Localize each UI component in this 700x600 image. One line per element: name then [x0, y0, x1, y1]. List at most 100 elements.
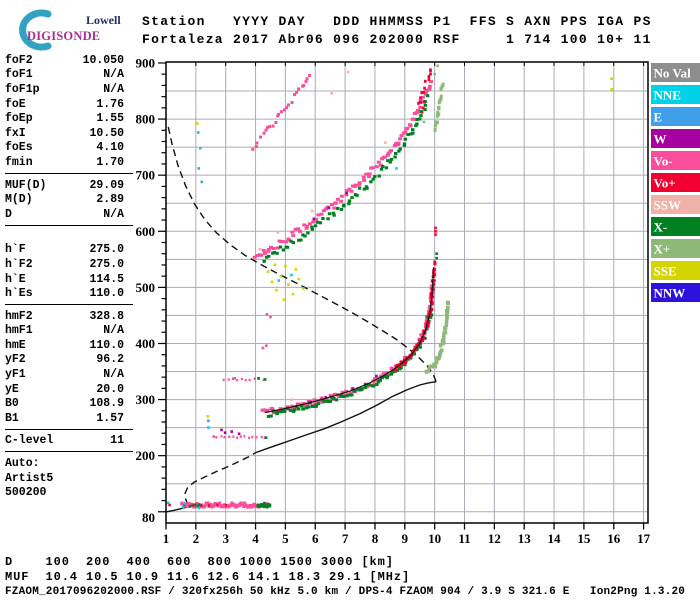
param-value: N/A: [103, 324, 124, 338]
echo-second-hop-x: [272, 251, 277, 254]
echo-second-hop-x: [414, 124, 418, 128]
echo-f-trace-x: [279, 410, 283, 414]
param-label: h`F2: [5, 257, 33, 271]
echo-f-trace-x: [316, 402, 321, 406]
param-label: h`E: [5, 272, 26, 286]
echo-f-trace-o: [312, 398, 317, 402]
param-row-he: h`E 114.5: [5, 272, 124, 287]
echo-speck-yellow: [297, 277, 301, 281]
x-tick-label: 2: [193, 531, 200, 546]
echo-es-layer-o: [206, 501, 210, 506]
echo-f-trace-o: [374, 378, 379, 382]
echo-speck-yellow: [206, 415, 210, 418]
param-row-yf1: yF1 N/A: [5, 367, 124, 382]
echo-f-trace-x: [269, 414, 273, 418]
y-tick-label: 800: [136, 112, 156, 127]
echo-speck-yellow: [275, 288, 278, 292]
echo-second-hop-o: [333, 201, 338, 205]
echo-f-trace-o: [324, 397, 329, 401]
echo-f-asymptote-o-plus: [429, 312, 433, 316]
param-row-foe: foE 1.76: [5, 97, 124, 112]
echo-second-hop-o: [293, 227, 298, 231]
echo-f-trace-x: [266, 414, 271, 418]
echo-f-asymptote-o-plus: [399, 360, 403, 364]
crescent-arc: [19, 9, 52, 51]
echo-second-hop-o: [266, 249, 271, 253]
echo-third-hop-o: [282, 108, 286, 112]
echo-f-trace-x: [282, 409, 287, 413]
echo-speck-pink: [233, 377, 236, 380]
echo-speck-salmon: [258, 247, 262, 251]
echo-es-layer-x-right: [260, 503, 263, 508]
echo-speck-red: [434, 233, 437, 236]
echo-spread-row-335km: [222, 378, 225, 382]
echo-second-hop-o: [255, 253, 260, 257]
legend: No Val NNE EW Vo- Vo+ SSW X- X+ SSE NNW: [651, 63, 700, 302]
echo-second-hop-x: [264, 255, 269, 259]
echo-second-hop-o: [392, 144, 397, 148]
param-row-hme: hmE 110.0: [5, 338, 124, 353]
param-value: 1.55: [96, 112, 124, 126]
echo-second-hop-o: [366, 175, 371, 179]
header-column-titles: Station YYYY DAY DDD HHMMSS P1 FFS S AXN…: [142, 14, 652, 29]
echo-second-hop-o: [316, 213, 321, 217]
echo-spread-row-232km: [255, 436, 258, 439]
echo-es-layer-x-left: [188, 504, 192, 508]
echo-third-hop-o: [293, 93, 297, 97]
echo-f-trace-x: [326, 400, 330, 403]
echo-speck-purple: [312, 217, 316, 221]
param-value: 20.0: [96, 382, 124, 396]
echo-f-trace-x: [359, 387, 364, 391]
echo-second-hop-o: [353, 183, 358, 187]
echo-es-layer-x-right: [266, 502, 270, 507]
echo-speck-red: [434, 226, 437, 230]
echo-f-trace-x: [285, 407, 290, 411]
param-label: yF2: [5, 353, 26, 367]
param-value: 110.0: [89, 338, 124, 352]
echo-es-layer-x-left: [193, 503, 197, 507]
legend-label: SSE: [654, 264, 677, 279]
param-label: hmF2: [5, 309, 33, 323]
echo-es-layer-x-left: [198, 503, 201, 507]
echo-speck-cyan: [395, 167, 398, 170]
param-label: M(D): [5, 193, 33, 207]
echo-second-hop-o: [284, 240, 289, 244]
echo-second-hop-x: [364, 185, 369, 189]
legend-swatch-e: [651, 107, 700, 126]
echo-speck-blue: [200, 180, 204, 184]
param-value: 2.89: [96, 193, 124, 207]
echo-f-trace-x: [292, 408, 297, 412]
echo-es-layer-x-right: [268, 503, 272, 508]
echo-second-hop-o: [259, 253, 264, 257]
param-row-hf: h`F 275.0: [5, 243, 124, 258]
echo-f-asymptote-o-plus: [430, 307, 434, 311]
file-info-line: FZAOM_2017096202000.RSF / 320fx256h 50 k…: [5, 586, 686, 598]
echo-f-trace-o: [344, 389, 349, 393]
echo-second-hop-x: [313, 224, 318, 228]
echo-f-trace-o: [271, 411, 276, 415]
echo-speck-yellow: [196, 122, 199, 125]
param-row-ye: yE 20.0: [5, 382, 124, 397]
echo-f-asymptote-x-plus: [442, 333, 446, 337]
echo-f-trace-o: [319, 396, 324, 400]
echo-f-trace-x: [385, 374, 390, 378]
echo-es-layer-red-specks: [225, 504, 227, 507]
legend-swatch-noval: [651, 63, 700, 82]
echo-second-hop-x: [415, 122, 419, 126]
echo-f-trace-o: [285, 405, 290, 409]
echo-f-trace-x: [334, 398, 339, 402]
echo-f-asymptote-o-plus: [433, 267, 437, 271]
panel-divider: [5, 428, 133, 430]
logo-text-digisonde: DIGISONDE: [27, 29, 101, 43]
echo-second-hop-o: [423, 92, 428, 96]
echo-speck-purple: [223, 431, 227, 434]
echo-second-hop-o: [275, 246, 280, 250]
echo-speck-pink: [265, 344, 268, 347]
echo-speck-xgreen: [436, 64, 439, 68]
echo-f-trace-o: [371, 382, 376, 386]
echo-second-hop-o: [286, 237, 291, 241]
echo-spread-row-335km: [236, 378, 239, 382]
y-tick-label: 900: [136, 55, 156, 70]
